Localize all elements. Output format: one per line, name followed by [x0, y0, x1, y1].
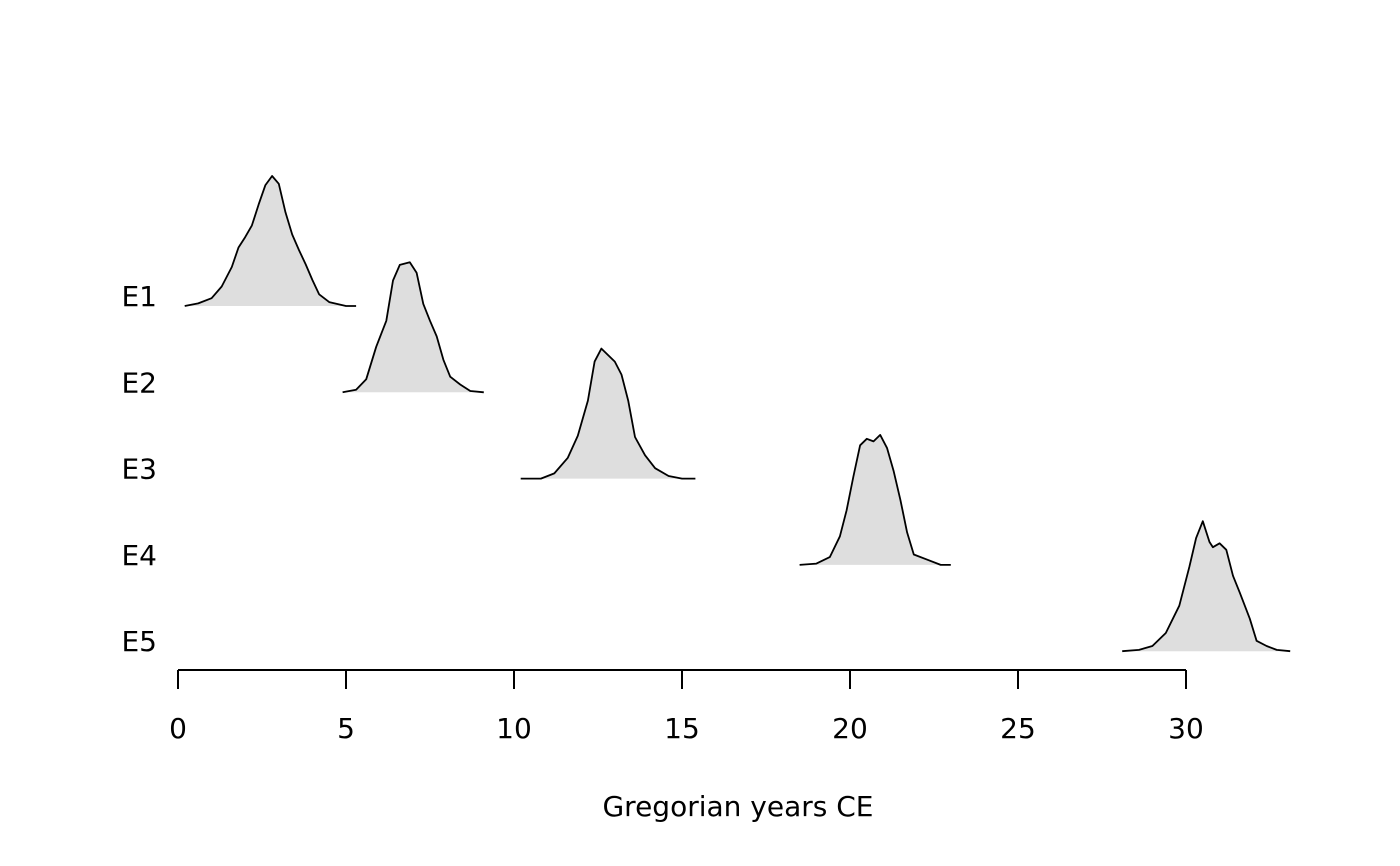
x-ticks: 0 5 10 15 20 25 30	[169, 670, 1204, 745]
row-label-e5: E5	[121, 625, 157, 658]
x-tick-label-0: 0	[169, 712, 187, 745]
density-curve-e4	[799, 434, 951, 566]
row-label-e2: E2	[121, 366, 157, 399]
x-tick-label-10: 10	[496, 712, 532, 745]
x-tick-label-5: 5	[337, 712, 355, 745]
row-label-e1: E1	[121, 280, 157, 313]
x-tick-label-25: 25	[1000, 712, 1036, 745]
x-tick-label-15: 15	[664, 712, 700, 745]
density-curve-e5	[1122, 520, 1291, 653]
density-fill-e4	[799, 434, 951, 565]
density-curve-e1	[184, 175, 357, 307]
row-label-e3: E3	[121, 453, 157, 486]
density-plots	[184, 175, 1291, 653]
density-curve-e2	[342, 261, 484, 394]
density-fill-e1	[184, 176, 357, 306]
x-tick-label-30: 30	[1168, 712, 1204, 745]
x-axis-title: Gregorian years CE	[602, 790, 873, 823]
x-tick-label-20: 20	[832, 712, 868, 745]
row-label-e4: E4	[121, 539, 157, 572]
density-fill-e5	[1122, 521, 1291, 652]
density-curve-e3	[520, 347, 696, 480]
density-fill-e2	[342, 262, 484, 393]
row-labels: E1 E2 E3 E4 E5	[121, 280, 157, 658]
density-fill-e3	[520, 348, 696, 479]
x-axis: 0 5 10 15 20 25 30	[169, 669, 1204, 745]
